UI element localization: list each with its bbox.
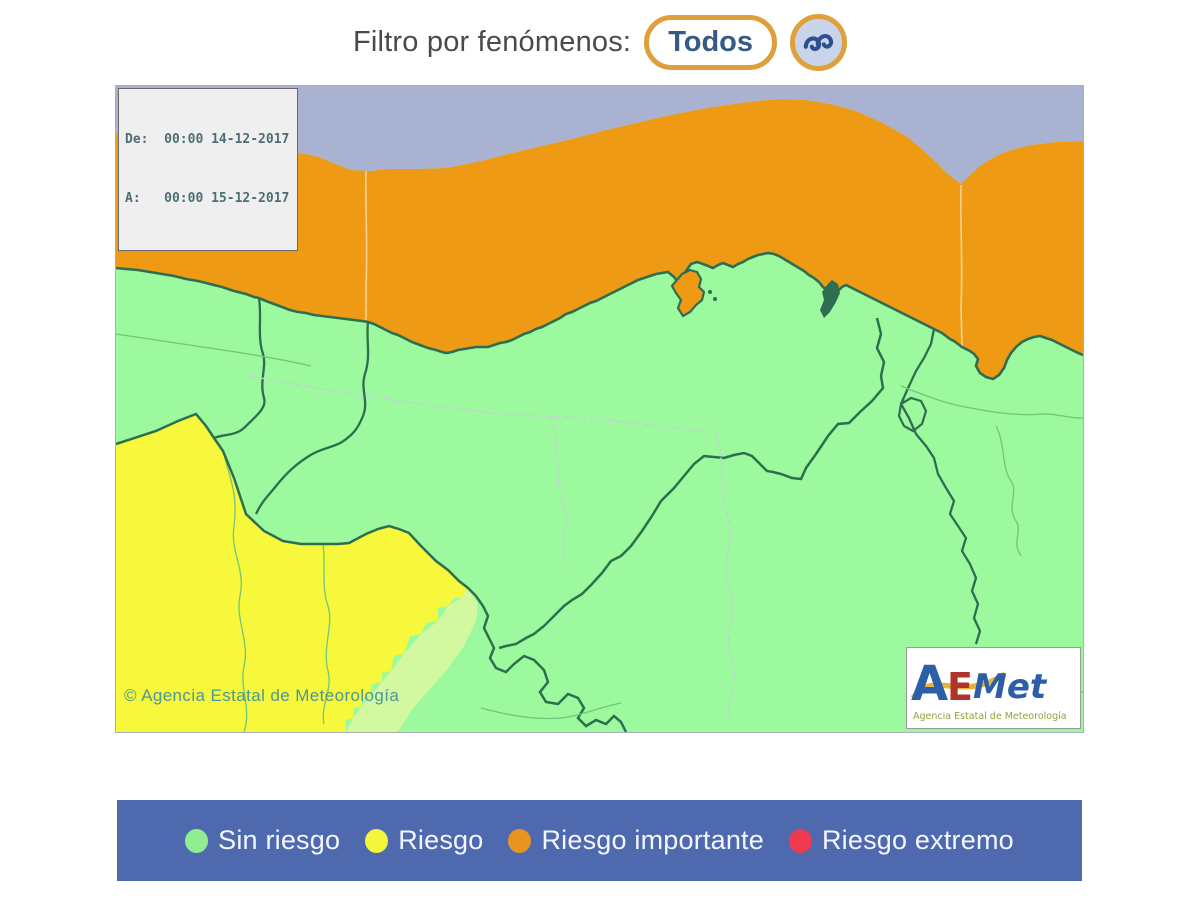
legend-bar: Sin riesgo Riesgo Riesgo importante Ries… — [117, 800, 1082, 881]
dashed-province-borders — [250, 375, 736, 725]
logo-swoosh — [910, 671, 1007, 700]
border-yellow-ne — [116, 412, 628, 732]
border-east-descent — [900, 403, 982, 645]
legend-item-riesgo: Riesgo — [365, 825, 483, 856]
legend-item-sin-riesgo: Sin riesgo — [185, 825, 340, 856]
coastal-phenomena-filter-button[interactable] — [790, 13, 848, 71]
aemet-logo-graphic: A E Met Agencia Estatal de Meteorología — [910, 656, 1067, 722]
maritime-zone-divider-west — [364, 170, 368, 320]
logo-letter-a: A — [911, 656, 948, 712]
legend-item-riesgo-extremo: Riesgo extremo — [788, 825, 1014, 856]
border-municipality-loop — [897, 396, 928, 433]
legend-dot-riesgo — [365, 828, 389, 853]
date-from: De: 00:00 14-12-2017 — [125, 132, 290, 147]
logo-tagline: Agencia Estatal de Meteorología — [913, 711, 1067, 722]
maritime-zone-divider-east — [959, 184, 963, 347]
risk-transition-region — [346, 588, 478, 732]
logo-letter-e: E — [947, 665, 973, 709]
date-range-box: De: 00:00 14-12-2017 A: 00:00 15-12-2017 — [118, 88, 299, 251]
legend-label: Riesgo importante — [541, 825, 764, 855]
date-to: A: 00:00 15-12-2017 — [125, 190, 290, 206]
filter-label: Filtro por fenómenos: — [352, 25, 632, 58]
legend-item-riesgo-importante: Riesgo importante — [508, 825, 764, 856]
legend-label: Riesgo — [398, 825, 484, 855]
municipal-borders-yellow — [222, 450, 331, 732]
santona-estuary — [820, 280, 840, 318]
yellow-risk-region — [116, 414, 468, 732]
phenomena-filter-bar: Filtro por fenómenos: Todos — [0, 10, 1200, 74]
todos-filter-button[interactable]: Todos — [644, 14, 778, 70]
coastal-warning-region — [116, 99, 1083, 379]
santander-peninsula — [670, 268, 706, 318]
bay-islet — [713, 297, 717, 301]
aemet-logo: A E Met Agencia Estatal de Meteorología — [906, 647, 1081, 729]
border-west-inner — [213, 297, 266, 440]
legend-dot-riesgo-importante — [508, 828, 532, 853]
border-west — [254, 321, 370, 515]
legend-label: Riesgo extremo — [821, 825, 1014, 855]
legend-label: Sin riesgo — [218, 825, 341, 855]
bay-islet — [708, 290, 712, 294]
logo-letters-met: Met — [973, 667, 1048, 707]
legend-dot-sin-riesgo — [185, 828, 209, 853]
border-south-east — [498, 317, 886, 650]
warning-map[interactable]: De: 00:00 14-12-2017 A: 00:00 15-12-2017… — [115, 85, 1084, 733]
coastline — [116, 251, 1083, 381]
legend-dot-riesgo-extremo — [788, 828, 812, 853]
sea-region — [116, 86, 1083, 184]
waves-icon — [803, 34, 833, 52]
map-canvas — [116, 86, 1083, 732]
copyright-label: © Agencia Estatal de Meteorología — [124, 686, 400, 705]
